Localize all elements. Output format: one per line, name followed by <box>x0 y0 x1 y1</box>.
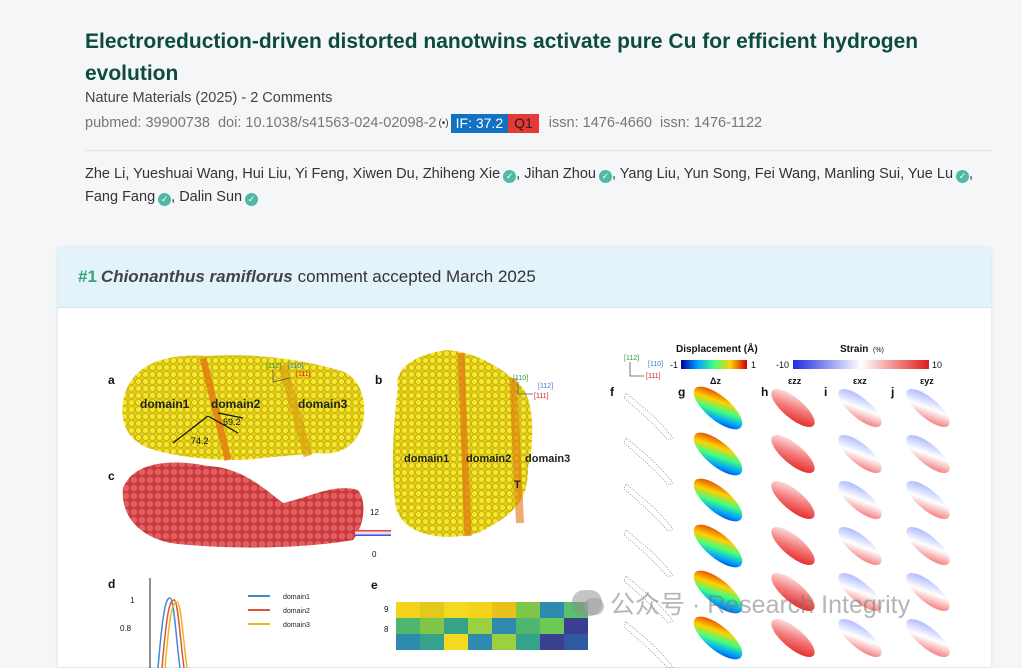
author-name[interactable]: Fang Fang <box>85 189 156 205</box>
article-identifiers: pubmed: 39900738 doi: 10.1038/s41563-024… <box>85 113 770 133</box>
panel-c-label: c <box>108 469 115 483</box>
panel-i-label: i <box>824 385 827 399</box>
panel-a-domain1: domain1 <box>140 397 190 411</box>
quartile-badge: Q1 <box>508 113 539 133</box>
verified-check-icon: ✓ <box>245 193 259 206</box>
author-name[interactable]: Jihan Zhou <box>524 166 596 182</box>
panel-f-orientation-axes: [112] [110] [111] <box>624 355 663 380</box>
comment-header: #1 Chionanthus ramiflorus comment accept… <box>58 247 991 308</box>
commenter-name[interactable]: Chionanthus ramiflorus <box>100 267 293 286</box>
author-name[interactable]: Zhiheng Xie <box>422 166 501 182</box>
doi-link[interactable]: doi: 10.1038/s41563-024-02098-2 <box>217 115 437 131</box>
panel-d-tick-1: 1 <box>130 596 135 605</box>
displacement-colorbar <box>681 360 747 369</box>
displacement-max: 1 <box>751 360 756 370</box>
svg-text:[112]: [112] <box>538 383 553 390</box>
impact-factor-badge: IF: 37.2 <box>450 113 509 133</box>
pubmed-id[interactable]: pubmed: 39900738 <box>85 115 210 131</box>
svg-text:[111]: [111] <box>534 393 549 400</box>
panel-c-strain-map <box>122 462 364 548</box>
panel-a-twin-boundary <box>199 357 232 461</box>
issn-electronic: issn: 1476-4660 <box>548 115 652 131</box>
panel-f-label: f <box>610 385 615 399</box>
author-name[interactable]: Yi Feng <box>295 166 345 182</box>
panel-a-domain2: domain2 <box>211 397 261 411</box>
strain-map-grid <box>623 386 950 668</box>
verified-check-icon: ✓ <box>598 170 612 183</box>
altmetric-icon[interactable]: (•) <box>438 117 449 129</box>
author-name[interactable]: Fei Wang <box>754 166 817 182</box>
svg-text:[110]: [110] <box>288 363 303 370</box>
strain-min: -10 <box>776 360 789 370</box>
panel-d-tick-2: 0.8 <box>120 624 132 633</box>
panel-j-label: j <box>890 385 894 399</box>
author-name[interactable]: Manling Sui <box>824 166 901 182</box>
panel-b-domain2: domain2 <box>466 453 511 465</box>
panel-c-colorbar-min: 0 <box>372 550 377 559</box>
panel-h-label: h <box>761 385 768 399</box>
verified-check-icon: ✓ <box>503 170 517 183</box>
strain-max: 10 <box>932 360 942 370</box>
col-head-ezz: εzz <box>788 376 802 386</box>
comment-card: #1 Chionanthus ramiflorus comment accept… <box>58 247 991 668</box>
panel-c-colorbar <box>355 530 391 536</box>
author-name[interactable]: Dalin Sun <box>179 189 243 205</box>
svg-text:domain1: domain1 <box>283 594 310 601</box>
panel-b-label: b <box>375 373 382 387</box>
col-head-eyz: εyz <box>920 376 934 386</box>
comment-number[interactable]: #1 <box>78 267 97 286</box>
svg-text:[110]: [110] <box>648 361 663 368</box>
displacement-min: -1 <box>670 360 678 370</box>
panel-e-tick-2: 8 <box>384 625 389 634</box>
strain-colorbar <box>793 360 929 369</box>
author-name[interactable]: Hui Liu <box>242 166 288 182</box>
comment-status: comment accepted March 2025 <box>297 267 536 286</box>
svg-text:[111]: [111] <box>296 371 311 378</box>
panel-g-label: g <box>678 385 685 399</box>
panel-a-twin-boundary-2 <box>278 364 313 458</box>
svg-text:[112]: [112] <box>266 363 281 370</box>
col-head-exz: εxz <box>853 376 867 386</box>
author-name[interactable]: Yue Lu <box>907 166 954 182</box>
issn-print: issn: 1476-1122 <box>659 115 763 131</box>
strain-title: Strain <box>840 344 868 355</box>
svg-text:domain2: domain2 <box>283 608 310 615</box>
panel-d-label: d <box>108 577 115 591</box>
watermark-text: 公众号 · Research Integrity <box>610 591 911 619</box>
panel-a-angle-1: 74.2 <box>191 436 209 446</box>
col-head-dz: Δz <box>710 376 721 386</box>
author-name[interactable]: Yang Liu <box>619 166 676 182</box>
panel-a-domain3: domain3 <box>298 397 348 411</box>
panel-b-domain1: domain1 <box>404 453 449 465</box>
author-name[interactable]: Xiwen Du <box>352 166 415 182</box>
strain-unit: (%) <box>873 347 884 354</box>
panel-b-twin-label: T <box>514 479 521 491</box>
author-name[interactable]: Yun Song <box>683 166 747 182</box>
panel-d-legend: domain1 domain2 domain3 <box>248 594 310 629</box>
wechat-watermark: 公众号 · Research Integrity <box>572 586 910 620</box>
svg-text:[110]: [110] <box>513 375 528 382</box>
svg-text:domain3: domain3 <box>283 622 310 629</box>
panel-a-angle-2: 69.2 <box>223 417 241 427</box>
wechat-icon <box>572 590 604 616</box>
journal-line[interactable]: Nature Materials (2025) - 2 Comments <box>85 90 333 106</box>
displacement-title: Displacement (Å) <box>676 342 758 355</box>
panel-e-tick-1: 9 <box>384 605 389 614</box>
panel-a-label: a <box>108 373 115 387</box>
author-name[interactable]: Zhe Li <box>85 166 126 182</box>
panel-e-label: e <box>371 578 378 592</box>
verified-check-icon: ✓ <box>956 170 970 183</box>
panel-a-orientation-axes: [112] [110] [111] <box>266 363 311 383</box>
comment-figure: a domain1 domain2 domain3 74.2 69.2 [112… <box>108 342 950 668</box>
svg-text:[112]: [112] <box>624 355 639 362</box>
article-title[interactable]: Electroreduction-driven distorted nanotw… <box>85 30 919 85</box>
author-list: Zhe Li, Yueshuai Wang, Hui Liu, Yi Feng,… <box>85 166 974 206</box>
svg-text:[111]: [111] <box>646 373 661 380</box>
header-divider <box>85 150 992 151</box>
author-name[interactable]: Yueshuai Wang <box>133 166 235 182</box>
verified-check-icon: ✓ <box>158 193 172 206</box>
panel-b-domain3: domain3 <box>525 453 570 465</box>
panel-c-colorbar-max: 12 <box>370 508 379 517</box>
panel-b-orientation-axes: [110] [112] [111] <box>513 375 553 400</box>
